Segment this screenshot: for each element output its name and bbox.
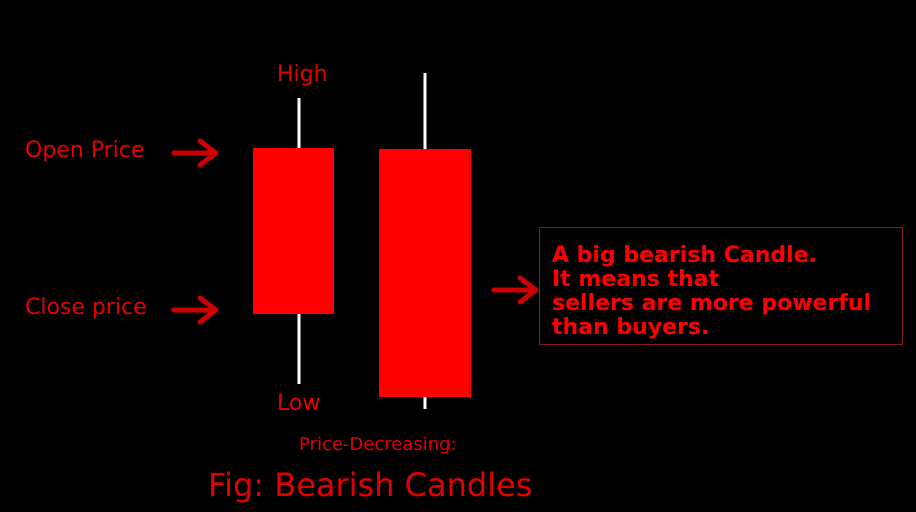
candle-2-body [379,149,471,397]
high-label: High [277,62,328,87]
open-price-label: Open Price [25,138,145,163]
figure-caption: Fig: Bearish Candles [208,466,533,504]
candle-1-body [253,148,334,314]
note-line: sellers are more powerful [552,291,872,316]
subtitle: Price-Decreasing: [299,434,457,455]
small-bearish-candle [253,98,334,384]
note-arrow-icon [491,275,539,305]
open-price-arrow-icon [171,138,219,168]
note-box: A big bearish Candle. It means that sell… [539,227,903,345]
note-line: than buyers. [552,315,710,340]
big-bearish-candle [379,73,471,409]
close-price-label: Close price [25,295,147,320]
close-price-arrow-icon [171,295,219,325]
note-line: A big bearish Candle. [552,243,817,268]
low-label: Low [277,391,321,416]
note-line: It means that [552,267,720,292]
